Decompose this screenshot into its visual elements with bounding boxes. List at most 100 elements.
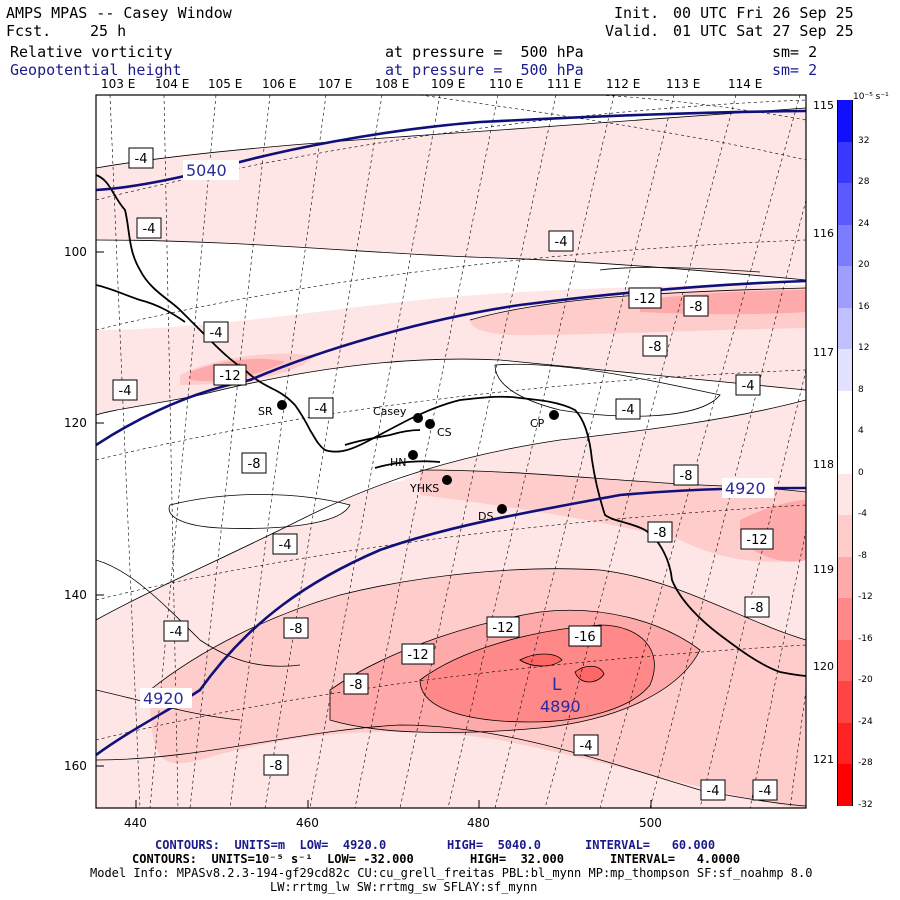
vorticity-label: -4 bbox=[119, 384, 132, 399]
colorbar-label: -32 bbox=[858, 800, 873, 810]
colorbar-cell bbox=[837, 390, 853, 433]
vorticity-label: -12 bbox=[492, 621, 513, 636]
vorticity-label-box bbox=[136, 217, 162, 239]
lon-label-top: 108 E bbox=[375, 77, 410, 91]
vorticity-label: -4 bbox=[210, 326, 223, 341]
vorticity-label-box bbox=[128, 147, 154, 169]
colorbar-cell bbox=[837, 722, 853, 765]
vorticity-label-box bbox=[615, 398, 641, 420]
vorticity-label-box bbox=[283, 617, 309, 639]
station-label-cp: CP bbox=[530, 417, 545, 430]
footer-vort-interval: INTERVAL= 4.0000 bbox=[610, 852, 741, 866]
colorbar-cell bbox=[837, 224, 853, 267]
colorbar-cell bbox=[837, 266, 853, 309]
vorticity-label: -16 bbox=[574, 630, 595, 645]
station-markers bbox=[277, 400, 559, 514]
vorticity-label: -4 bbox=[742, 379, 755, 394]
field2-level: at pressure = 500 hPa bbox=[385, 61, 584, 79]
forecast-value: 25 h bbox=[90, 22, 127, 40]
lon-label-top: 110 E bbox=[489, 77, 524, 91]
footer-vort-contours: CONTOURS: UNITS=10⁻⁵ s⁻¹ LOW= -32.000 bbox=[132, 852, 414, 866]
vorticity-label: -4 bbox=[279, 538, 292, 553]
vorticity-label: -4 bbox=[707, 784, 720, 799]
station-label-sr: SR bbox=[258, 405, 273, 418]
vorticity-label: -12 bbox=[634, 292, 655, 307]
vorticity-label-box bbox=[163, 620, 189, 642]
colorbar-cell bbox=[837, 100, 853, 143]
colorbar-cell bbox=[837, 598, 853, 641]
x-tick-label: 480 bbox=[467, 816, 490, 830]
colorbar-cell bbox=[837, 473, 853, 516]
field2-smooth: sm= 2 bbox=[772, 61, 818, 79]
footer-model-info: Model Info: MPASv8.2.3-194-gf29cd82c CU:… bbox=[90, 866, 813, 880]
height-label-5040: 5040 bbox=[186, 161, 227, 180]
station-label-ds: DS bbox=[478, 510, 493, 523]
coastline bbox=[96, 174, 806, 677]
vorticity-label-box bbox=[241, 452, 267, 474]
vorticity-label-box bbox=[263, 754, 289, 776]
colorbar-label: 32 bbox=[858, 135, 870, 146]
height-label-4920-east: 4920 bbox=[725, 479, 766, 498]
colorbar-label: -12 bbox=[858, 592, 873, 603]
field1-level: at pressure = 500 hPa bbox=[385, 43, 584, 61]
lon-label-top: 113 E bbox=[666, 77, 701, 91]
y-tick-label: 160 bbox=[64, 759, 87, 773]
station-label-yhks: YHKS bbox=[409, 482, 439, 495]
vorticity-label-box bbox=[343, 673, 369, 695]
colorbar-cell bbox=[837, 183, 853, 226]
footer-vort-high: HIGH= 32.000 bbox=[470, 852, 564, 866]
vorticity-label: -4 bbox=[170, 625, 183, 640]
x-tick-label: 500 bbox=[639, 816, 662, 830]
vorticity-label-box bbox=[112, 379, 138, 401]
vorticity-label-box bbox=[401, 643, 435, 665]
colorbar-cell bbox=[837, 764, 853, 807]
colorbar-label: 28 bbox=[858, 177, 870, 188]
station-label-casey: Casey bbox=[373, 405, 407, 418]
lon-label-top: 107 E bbox=[318, 77, 353, 91]
colorbar-label: -16 bbox=[858, 633, 873, 644]
colorbar-label: -4 bbox=[858, 509, 867, 520]
vorticity-label: -12 bbox=[746, 533, 767, 548]
vorticity-label: -8 bbox=[751, 601, 764, 616]
lon-label-top: 106 E bbox=[262, 77, 297, 91]
plot-title: AMPS MPAS -- Casey Window bbox=[6, 4, 232, 22]
vorticity-label-box bbox=[744, 596, 770, 618]
init-value: 00 UTC Fri 26 Sep 25 bbox=[673, 4, 854, 22]
height-label-4920-west: 4920 bbox=[143, 689, 184, 708]
vorticity-label-box bbox=[548, 230, 574, 252]
vorticity-label: -8 bbox=[248, 457, 261, 472]
vorticity-label: -8 bbox=[290, 622, 303, 637]
colorbar-label: 16 bbox=[858, 301, 870, 312]
vorticity-label: -4 bbox=[580, 739, 593, 754]
colorbar-cell bbox=[837, 349, 853, 392]
colorbar-label: 0 bbox=[858, 467, 864, 478]
colorbar-unit: 10⁻⁵ s⁻¹ bbox=[853, 92, 889, 102]
colorbar-cell bbox=[837, 681, 853, 724]
vorticity-label: -8 bbox=[690, 300, 703, 315]
vorticity-label-box bbox=[568, 625, 602, 647]
vorticity-label: -12 bbox=[219, 369, 240, 384]
field2-name: Geopotential height bbox=[10, 61, 182, 79]
vorticity-label-box bbox=[752, 779, 778, 801]
colorbar-label: -20 bbox=[858, 675, 873, 686]
colorbar-label: 8 bbox=[858, 384, 864, 395]
vorticity-label: -4 bbox=[135, 152, 148, 167]
footer-height-contours: CONTOURS: UNITS=m LOW= 4920.0 bbox=[155, 838, 387, 852]
vorticity-label: -12 bbox=[407, 648, 428, 663]
vorticity-label-box bbox=[203, 321, 229, 343]
height-label-4890: 4890 bbox=[540, 697, 581, 716]
vorticity-label-box bbox=[683, 295, 709, 317]
lon-label-top: 114 E bbox=[728, 77, 763, 91]
lon-label-top: 103 E bbox=[101, 77, 136, 91]
lon-label-top: 111 E bbox=[547, 77, 582, 91]
vorticity-label: -4 bbox=[315, 402, 328, 417]
vorticity-label-box bbox=[735, 374, 761, 396]
x-tick-label: 440 bbox=[124, 816, 147, 830]
vorticity-label-box bbox=[213, 364, 247, 386]
y-tick-label: 120 bbox=[64, 416, 87, 430]
forecast-label: Fcst. bbox=[6, 22, 52, 40]
lon-label-top: 109 E bbox=[431, 77, 466, 91]
lon-label-top: 104 E bbox=[155, 77, 190, 91]
vorticity-label: -8 bbox=[654, 526, 667, 541]
